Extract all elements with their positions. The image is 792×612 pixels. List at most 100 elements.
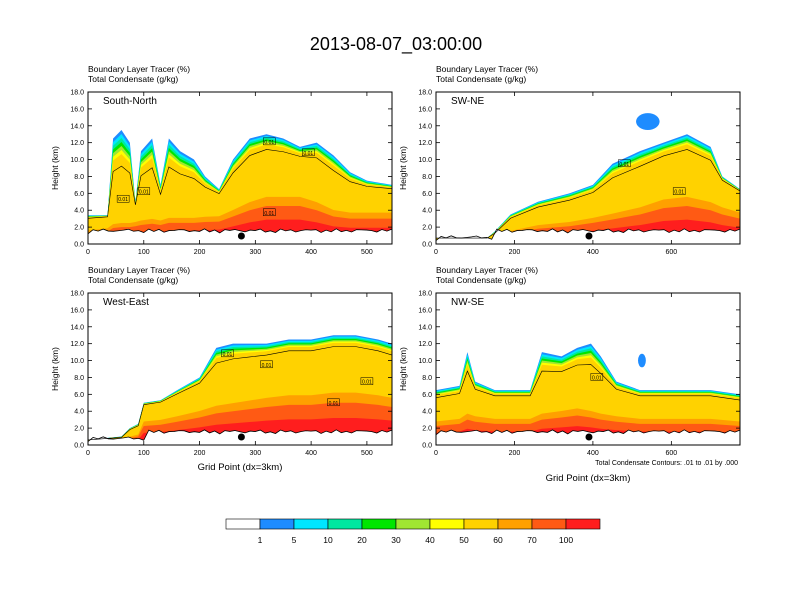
y-tick-label: 18.0 (418, 291, 432, 298)
panel-sw-ne: Boundary Layer Tracer (%)Total Condensat… (398, 64, 741, 256)
y-tick-label: 6.0 (422, 392, 432, 399)
panel-title-tracer: Boundary Layer Tracer (%) (88, 64, 190, 74)
y-tick-label: 0.0 (74, 242, 84, 249)
colorbar-swatch (463, 518, 499, 530)
y-tick-label: 2.0 (74, 426, 84, 433)
section-label: NW-SE (451, 297, 484, 308)
y-tick-label: 6.0 (74, 191, 84, 198)
condensate-contour (88, 346, 392, 441)
condensate-contour (436, 364, 740, 401)
contour-label-box (590, 373, 604, 381)
x-tick-label: 300 (249, 249, 261, 256)
tracer-blob (638, 353, 646, 368)
x-tick-label: 600 (666, 450, 678, 457)
panel-title-tracer: Boundary Layer Tracer (%) (436, 265, 538, 275)
colorbar-label: 30 (391, 535, 401, 545)
condensate-contour (436, 149, 740, 239)
y-tick-label: 4.0 (74, 409, 84, 416)
contour-label-box (263, 137, 276, 146)
x-tick-label: 100 (138, 450, 150, 457)
y-tick-label: 8.0 (422, 375, 432, 382)
y-tick-label: 10.0 (418, 358, 432, 365)
panel-south-north: Boundary Layer Tracer (%)Total Condensat… (50, 64, 393, 256)
plot-frame (87, 91, 393, 245)
x-axis-label: Grid Point (dx=3km) (546, 473, 631, 484)
y-tick-label: 16.0 (70, 307, 84, 314)
station-marker (585, 433, 593, 441)
colorbar-label: 70 (527, 535, 537, 545)
colorbar-swatch (225, 518, 261, 530)
x-axis-label: Grid Point (dx=3km) (198, 462, 283, 473)
panel-title-tracer: Boundary Layer Tracer (%) (88, 265, 190, 275)
panel-title-condensate: Total Condensate (g/kg) (436, 74, 526, 84)
y-tick-label: 0.0 (422, 242, 432, 249)
y-tick-label: 0.0 (74, 443, 84, 450)
y-tick-label: 18.0 (70, 291, 84, 298)
colorbar-swatch (327, 518, 363, 530)
tracer-field: 0.01 0.01 (436, 113, 740, 244)
y-axis-label: Height (km) (398, 347, 408, 391)
plot-frame (435, 91, 741, 245)
y-tick-label: 8.0 (422, 174, 432, 181)
y-tick-label: 2.0 (422, 426, 432, 433)
colorbar-label: 50 (459, 535, 469, 545)
x-tick-label: 400 (587, 249, 599, 256)
y-tick-label: 16.0 (418, 307, 432, 314)
y-axis-label: Height (km) (50, 146, 60, 190)
y-tick-label: 14.0 (70, 324, 84, 331)
contour-label: 0.01 (362, 380, 372, 386)
contour-label: 0.01 (619, 162, 629, 168)
y-tick-label: 10.0 (418, 157, 432, 164)
x-tick-label: 200 (194, 249, 206, 256)
y-tick-label: 12.0 (418, 140, 432, 147)
station-marker (585, 232, 593, 240)
colorbar-label: 1 (258, 535, 263, 545)
contour-label-box (672, 187, 686, 195)
condensate-contour (88, 149, 392, 219)
contour-label-box (327, 398, 340, 407)
section-label: SW-NE (451, 96, 484, 107)
x-tick-label: 600 (666, 249, 678, 256)
colorbar-swatch (395, 518, 431, 530)
colorbar-swatch (565, 518, 601, 530)
plot-frame (435, 292, 741, 446)
y-tick-label: 14.0 (418, 123, 432, 130)
panel-title-tracer: Boundary Layer Tracer (%) (436, 64, 538, 74)
contour-label-box (137, 187, 151, 195)
y-tick-label: 12.0 (418, 341, 432, 348)
section-label: South-North (103, 96, 157, 107)
y-tick-label: 10.0 (70, 157, 84, 164)
contour-label-box (360, 377, 374, 385)
contour-label-box (116, 194, 130, 203)
contour-label: 0.01 (118, 197, 128, 203)
y-tick-label: 14.0 (70, 123, 84, 130)
x-tick-label: 400 (305, 450, 317, 457)
contour-label: 0.01 (264, 211, 274, 217)
colorbar-label: 5 (292, 535, 297, 545)
contour-label-box (260, 360, 273, 369)
panel-title-condensate: Total Condensate (g/kg) (436, 275, 526, 285)
contour-label: 0.01 (303, 151, 313, 157)
y-tick-label: 0.0 (422, 443, 432, 450)
colorbar-label: 40 (425, 535, 435, 545)
panel-nw-se: Boundary Layer Tracer (%)Total Condensat… (398, 265, 741, 484)
panel-west-east: Boundary Layer Tracer (%)Total Condensat… (50, 265, 393, 473)
x-tick-label: 200 (509, 249, 521, 256)
x-tick-label: 0 (86, 450, 90, 457)
panels: Boundary Layer Tracer (%)Total Condensat… (50, 64, 741, 484)
colorbar-swatch (293, 518, 329, 530)
contour-label: 0.01 (139, 190, 149, 196)
panel-title-condensate: Total Condensate (g/kg) (88, 74, 178, 84)
colorbar-label: 60 (493, 535, 503, 545)
station-marker (237, 232, 245, 240)
colorbar-swatch (361, 518, 397, 530)
tracer-field: 0.01 0.01 0.01 0.01 (88, 335, 392, 445)
colorbar-label: 10 (323, 535, 333, 545)
tracer-field: 0.01 0.01 0.01 0.01 0.01 (88, 130, 392, 244)
section-label: West-East (103, 297, 149, 308)
y-tick-label: 18.0 (418, 90, 432, 97)
colorbar-swatch (497, 518, 533, 530)
y-tick-label: 4.0 (422, 208, 432, 215)
x-tick-label: 200 (509, 450, 521, 457)
